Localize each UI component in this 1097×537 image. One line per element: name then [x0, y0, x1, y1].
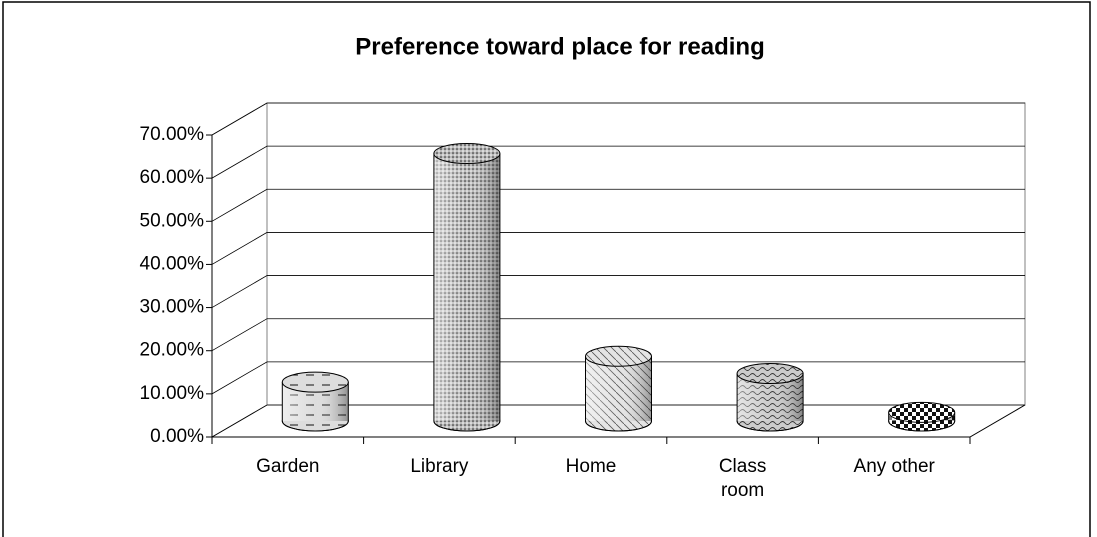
cylinder-top: [281, 371, 349, 393]
grid-line: [211, 145, 1025, 179]
x-tick-label: Class room: [718, 456, 767, 501]
grid-line: [211, 232, 1025, 265]
grid-line: [211, 318, 1025, 352]
cylinder-outline: [281, 382, 349, 432]
x-tick-label: Garden: [256, 456, 320, 477]
cylinder-top: [585, 345, 652, 367]
y-tick-label: 60.00%: [140, 167, 205, 188]
x-tick-label: Home: [565, 456, 617, 477]
cylinder-shade: [585, 356, 652, 421]
cylinder-outline: [433, 153, 501, 432]
cylinder-outline: [736, 373, 804, 432]
y-tick-label: 0.00%: [150, 426, 204, 447]
grid-line: [211, 275, 1025, 308]
side-wall: [211, 102, 268, 438]
cylinder-top: [736, 363, 804, 385]
cylinder-shade: [433, 153, 500, 421]
cylinder-top: [888, 401, 956, 423]
y-tick-label: 10.00%: [140, 383, 205, 404]
grid-line: [211, 361, 1025, 395]
cylinder-outline: [585, 356, 652, 432]
x-tick-label: Library: [410, 456, 469, 477]
grid-line: [211, 102, 1025, 136]
y-tick-label: 30.00%: [140, 297, 205, 318]
x-tick-label: Any other: [853, 456, 935, 477]
y-tick-label: 70.00%: [140, 124, 205, 145]
chart-title: Preference toward place for reading: [355, 33, 764, 60]
y-tick-label: 50.00%: [140, 210, 205, 231]
grid-line: [211, 188, 1025, 222]
y-tick-label: 20.00%: [140, 340, 205, 361]
y-tick-label: 40.00%: [140, 253, 205, 274]
cylinder-outline: [888, 412, 956, 432]
cylinder-top: [433, 143, 501, 165]
